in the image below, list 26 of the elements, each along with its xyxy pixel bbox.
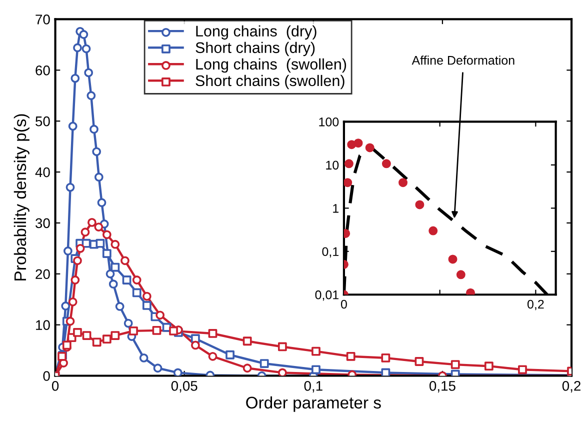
x-tick-label: 0,2 (562, 380, 580, 392)
y-tick-label: 0 (43, 371, 50, 381)
x-tick-label: 0,15 (429, 380, 456, 392)
y-tick-label: 50 (36, 116, 50, 126)
legend-label: Long chains (dry) (196, 25, 316, 40)
y-tick-label: 0,1 (322, 247, 338, 258)
y-tick-label: 70 (36, 14, 50, 24)
legend-label: Short chains (dry) (196, 42, 315, 56)
x-axis-title: Order parameter s (246, 396, 381, 412)
x-tick-label: 0,1 (304, 380, 322, 392)
y-axis-title: Probability density p(s) (14, 114, 30, 280)
y-tick-label: 60 (36, 65, 50, 76)
y-tick-label: 100 (319, 117, 339, 126)
y-tick-label: 10 (36, 320, 50, 330)
y-tick-label: 30 (36, 218, 50, 228)
x-tick-label: 0,05 (171, 380, 198, 392)
x-tick-label: 0,2 (527, 300, 544, 310)
legend-label: Short chains (swollen) (196, 74, 344, 90)
y-tick-label: 10 (326, 160, 339, 170)
annotation: Affine Deformation (412, 56, 514, 65)
y-tick-label: 20 (36, 269, 50, 280)
y-tick-label: 1 (333, 204, 338, 213)
x-tick-label: 0 (52, 380, 59, 391)
y-tick-label: 0,01 (315, 290, 338, 301)
legend-label: Long chains (swollen) (196, 58, 346, 73)
y-tick-label: 40 (35, 167, 50, 178)
